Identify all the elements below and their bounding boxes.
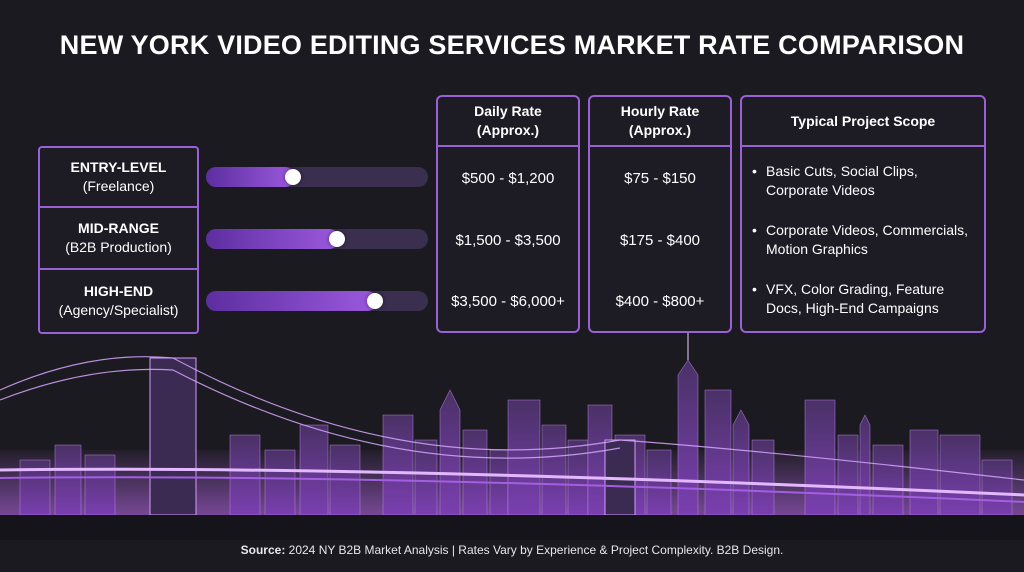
source-footer: Source: 2024 NY B2B Market Analysis | Ra… bbox=[0, 543, 1024, 557]
level-bar-mid-range bbox=[206, 229, 428, 249]
scope-line: Corporate Videos, Commercials, bbox=[766, 222, 969, 238]
daily-rate-header-line2: (Approx.) bbox=[476, 122, 540, 138]
tier-name: HIGH-END bbox=[83, 283, 154, 299]
bullet-icon: • bbox=[752, 222, 757, 238]
hourly-rate-mid-range: $175 - $400 bbox=[619, 232, 701, 249]
tier-subtitle: (B2B Production) bbox=[65, 239, 172, 255]
source-text: 2024 NY B2B Market Analysis | Rates Vary… bbox=[285, 543, 784, 557]
tier-label-mid-range: MID-RANGE (B2B Production) bbox=[38, 208, 199, 270]
bullet-icon: • bbox=[752, 281, 757, 297]
level-bar-entry-level bbox=[206, 167, 428, 187]
hourly-rate-high-end: $400 - $800+ bbox=[615, 293, 705, 310]
project-scope-column: Typical Project Scope • Basic Cuts, Soci… bbox=[740, 95, 986, 333]
tier-name: MID-RANGE bbox=[78, 220, 159, 236]
level-bar-fill bbox=[206, 291, 377, 311]
tier-subtitle: (Agency/Specialist) bbox=[58, 302, 179, 318]
daily-rate-mid-range: $1,500 - $3,500 bbox=[455, 232, 561, 249]
tier-name: ENTRY-LEVEL bbox=[70, 159, 167, 175]
scope-line: Docs, High-End Campaigns bbox=[766, 300, 939, 316]
hourly-rate-column: Hourly Rate (Approx.) $75 - $150 $175 - … bbox=[588, 95, 732, 333]
level-bar-fill bbox=[206, 167, 295, 187]
city-skyline-illustration bbox=[0, 332, 1024, 540]
scope-line: Corporate Videos bbox=[766, 182, 875, 198]
daily-rate-header: Daily Rate (Approx.) bbox=[438, 97, 578, 147]
hourly-rate-header: Hourly Rate (Approx.) bbox=[590, 97, 730, 147]
tier-label-high-end: HIGH-END (Agency/Specialist) bbox=[38, 270, 199, 334]
tier-label-entry-level: ENTRY-LEVEL (Freelance) bbox=[38, 146, 199, 208]
daily-rate-entry-level: $500 - $1,200 bbox=[461, 170, 555, 187]
page-title: NEW YORK VIDEO EDITING SERVICES MARKET R… bbox=[59, 30, 965, 60]
level-bar-knob bbox=[367, 293, 383, 309]
scope-entry-level: • Basic Cuts, Social Clips, Corporate Vi… bbox=[752, 162, 982, 200]
level-bar-fill bbox=[206, 229, 339, 249]
scope-line: Motion Graphics bbox=[766, 241, 868, 257]
hourly-rate-entry-level: $75 - $150 bbox=[624, 170, 696, 187]
source-label: Source: bbox=[240, 543, 286, 557]
daily-rate-high-end: $3,500 - $6,000+ bbox=[451, 293, 565, 310]
level-bar-high-end bbox=[206, 291, 428, 311]
bullet-icon: • bbox=[752, 163, 757, 179]
level-bar-knob bbox=[329, 231, 345, 247]
project-scope-header: Typical Project Scope bbox=[742, 97, 984, 147]
scope-line: Basic Cuts, Social Clips, bbox=[766, 163, 918, 179]
scope-high-end: • VFX, Color Grading, Feature Docs, High… bbox=[752, 280, 982, 318]
scope-line: VFX, Color Grading, Feature bbox=[766, 281, 945, 297]
hourly-rate-header-line1: Hourly Rate bbox=[620, 103, 700, 119]
level-bar-knob bbox=[285, 169, 301, 185]
scope-mid-range: • Corporate Videos, Commercials, Motion … bbox=[752, 221, 982, 259]
daily-rate-column: Daily Rate (Approx.) $500 - $1,200 $1,50… bbox=[436, 95, 580, 333]
hourly-rate-header-line2: (Approx.) bbox=[628, 122, 692, 138]
tier-subtitle: (Freelance) bbox=[82, 178, 155, 194]
daily-rate-header-line1: Daily Rate bbox=[474, 103, 542, 119]
